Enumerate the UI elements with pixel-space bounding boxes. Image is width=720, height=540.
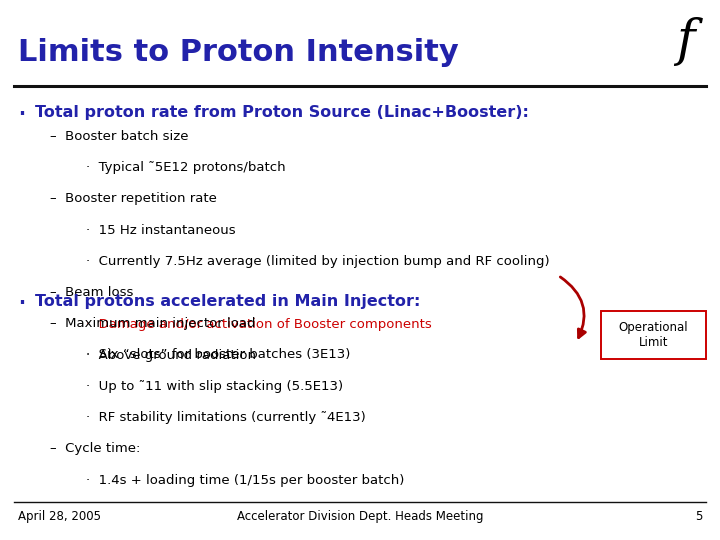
Text: ·  Currently 7.5Hz average (limited by injection bump and RF cooling): · Currently 7.5Hz average (limited by in… bbox=[86, 255, 550, 268]
Text: Total protons accelerated in Main Injector:: Total protons accelerated in Main Inject… bbox=[35, 294, 420, 309]
Text: ·: · bbox=[18, 294, 25, 313]
Text: 5: 5 bbox=[695, 510, 702, 523]
Text: Limits to Proton Intensity: Limits to Proton Intensity bbox=[18, 38, 459, 67]
Text: Total proton rate from Proton Source (Linac+Booster):: Total proton rate from Proton Source (Li… bbox=[35, 105, 528, 120]
Text: –  Maximum main injector load: – Maximum main injector load bbox=[50, 317, 256, 330]
Text: –  Booster batch size: – Booster batch size bbox=[50, 130, 189, 143]
Text: ·  Above ground radiation: · Above ground radiation bbox=[86, 349, 256, 362]
Text: ·: · bbox=[18, 105, 25, 124]
Text: ·  Six “slots” for booster batches (3E13): · Six “slots” for booster batches (3E13) bbox=[86, 348, 351, 361]
Text: April 28, 2005: April 28, 2005 bbox=[18, 510, 101, 523]
Text: –  Beam loss: – Beam loss bbox=[50, 286, 134, 299]
Text: ·  1.4s + loading time (1/15s per booster batch): · 1.4s + loading time (1/15s per booster… bbox=[86, 474, 405, 487]
Text: ·  RF stability limitations (currently ˜4E13): · RF stability limitations (currently ˜4… bbox=[86, 411, 366, 424]
Text: ·  Typical ˜5E12 protons/batch: · Typical ˜5E12 protons/batch bbox=[86, 161, 286, 174]
Text: ·  Damage and/or activation of Booster components: · Damage and/or activation of Booster co… bbox=[86, 318, 432, 330]
Text: –  Cycle time:: – Cycle time: bbox=[50, 442, 141, 455]
Text: –  Booster repetition rate: – Booster repetition rate bbox=[50, 192, 217, 205]
Text: ·  15 Hz instantaneous: · 15 Hz instantaneous bbox=[86, 224, 236, 237]
Text: f: f bbox=[676, 16, 695, 66]
Text: Operational
Limit: Operational Limit bbox=[618, 321, 688, 349]
Text: Accelerator Division Dept. Heads Meeting: Accelerator Division Dept. Heads Meeting bbox=[237, 510, 483, 523]
FancyBboxPatch shape bbox=[601, 310, 706, 359]
Text: ·  Up to ˜11 with slip stacking (5.5E13): · Up to ˜11 with slip stacking (5.5E13) bbox=[86, 380, 343, 393]
